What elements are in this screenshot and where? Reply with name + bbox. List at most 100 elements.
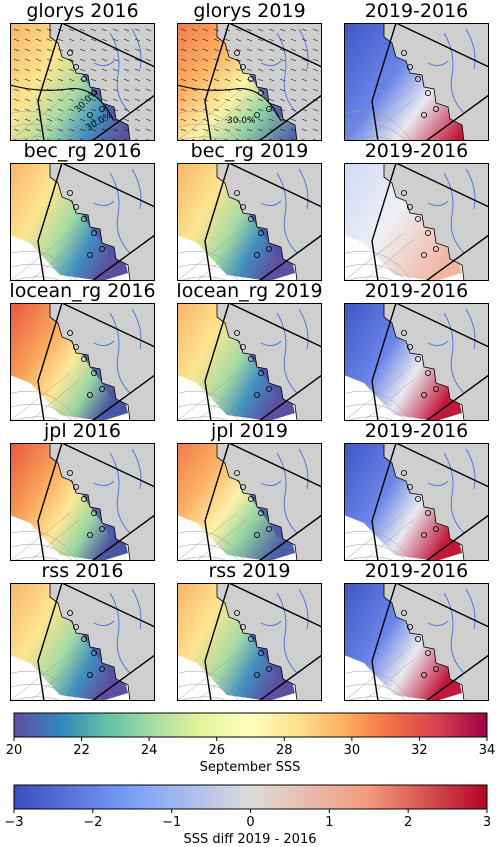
current-vector <box>112 98 119 102</box>
colorbar-tick-label: 34 <box>479 743 496 758</box>
island <box>266 386 273 393</box>
current-vector <box>312 58 319 62</box>
panel-frame <box>10 23 155 141</box>
current-vector <box>257 58 264 62</box>
current-vector <box>134 38 141 42</box>
current-vector <box>57 128 64 132</box>
island <box>234 189 241 196</box>
current-vector <box>134 68 141 72</box>
current-vector <box>68 68 75 72</box>
river <box>276 452 298 534</box>
current-vector <box>246 38 253 42</box>
current-vector <box>224 38 231 42</box>
current-vector <box>101 38 108 42</box>
current-vector <box>46 98 53 102</box>
island <box>87 532 94 539</box>
island <box>421 672 428 679</box>
current-vector <box>301 78 308 82</box>
current-vector <box>268 28 275 32</box>
current-vector <box>35 108 42 112</box>
current-vector <box>202 28 209 32</box>
panel-frame <box>10 583 155 701</box>
current-vector <box>290 28 297 32</box>
island <box>240 344 247 351</box>
panel-frame <box>344 443 489 561</box>
colorbars: 20 22 24 26 28 30 32 34 −3 −2 −1 0 1 2 3 <box>4 712 496 830</box>
current-vector <box>112 28 119 32</box>
current-vector <box>180 68 187 72</box>
current-vector <box>101 108 108 112</box>
river <box>465 588 476 630</box>
panel-frame <box>344 23 489 141</box>
panel-frame <box>344 303 489 421</box>
current-vector <box>112 48 119 52</box>
river <box>443 592 465 674</box>
river <box>109 592 131 674</box>
region-outline <box>37 163 155 281</box>
island <box>240 64 247 71</box>
current-vector <box>46 68 53 72</box>
region-outline <box>37 443 155 561</box>
current-vector <box>134 128 141 132</box>
current-vector <box>145 38 152 42</box>
current-vector <box>246 68 253 72</box>
colorbar <box>13 712 488 738</box>
river <box>465 448 476 490</box>
river <box>260 480 282 486</box>
current-vector <box>46 58 53 62</box>
current-vector <box>202 68 209 72</box>
region-outline <box>371 23 489 141</box>
island <box>81 216 88 223</box>
graticule-line <box>363 378 415 421</box>
current-vector <box>13 118 20 122</box>
contour-label: 30.0% <box>227 116 256 126</box>
island <box>254 112 261 119</box>
island <box>421 252 428 259</box>
current-vector <box>213 118 220 122</box>
current-vector <box>290 68 297 72</box>
graticule-line <box>177 123 241 141</box>
current-vector <box>134 88 141 92</box>
current-vector <box>312 78 319 82</box>
current-vector <box>35 78 42 82</box>
island <box>415 76 422 83</box>
current-vector <box>180 108 187 112</box>
river <box>131 308 142 350</box>
current-vector <box>246 118 253 122</box>
graticule-line <box>177 276 229 281</box>
island <box>248 636 255 643</box>
panel-frame <box>177 23 322 141</box>
island <box>258 370 265 377</box>
island <box>433 526 440 533</box>
island <box>425 230 432 237</box>
region-outline <box>37 303 155 421</box>
island <box>258 650 265 657</box>
current-vector <box>257 108 264 112</box>
current-vector <box>301 68 308 72</box>
current-vector <box>13 108 20 112</box>
graticule-line <box>10 416 62 421</box>
river <box>93 60 115 66</box>
current-vector <box>101 98 108 102</box>
current-vector <box>101 48 108 52</box>
current-vector <box>145 88 152 92</box>
current-vector <box>246 108 253 112</box>
current-vector <box>257 28 264 32</box>
current-vector <box>134 58 141 62</box>
graticule-line <box>196 658 248 701</box>
current-vector <box>268 68 275 72</box>
current-vector <box>301 88 308 92</box>
graticule-line <box>10 263 74 281</box>
current-vector <box>180 48 187 52</box>
current-vector <box>24 48 31 52</box>
graticule-line <box>177 683 241 701</box>
current-vector <box>312 98 319 102</box>
graticule-line <box>29 238 81 281</box>
current-vector <box>46 118 53 122</box>
island <box>266 666 273 673</box>
graticule-line <box>10 276 62 281</box>
graticule-line <box>177 136 229 141</box>
island <box>81 76 88 83</box>
island <box>254 392 261 399</box>
current-vector <box>235 88 242 92</box>
